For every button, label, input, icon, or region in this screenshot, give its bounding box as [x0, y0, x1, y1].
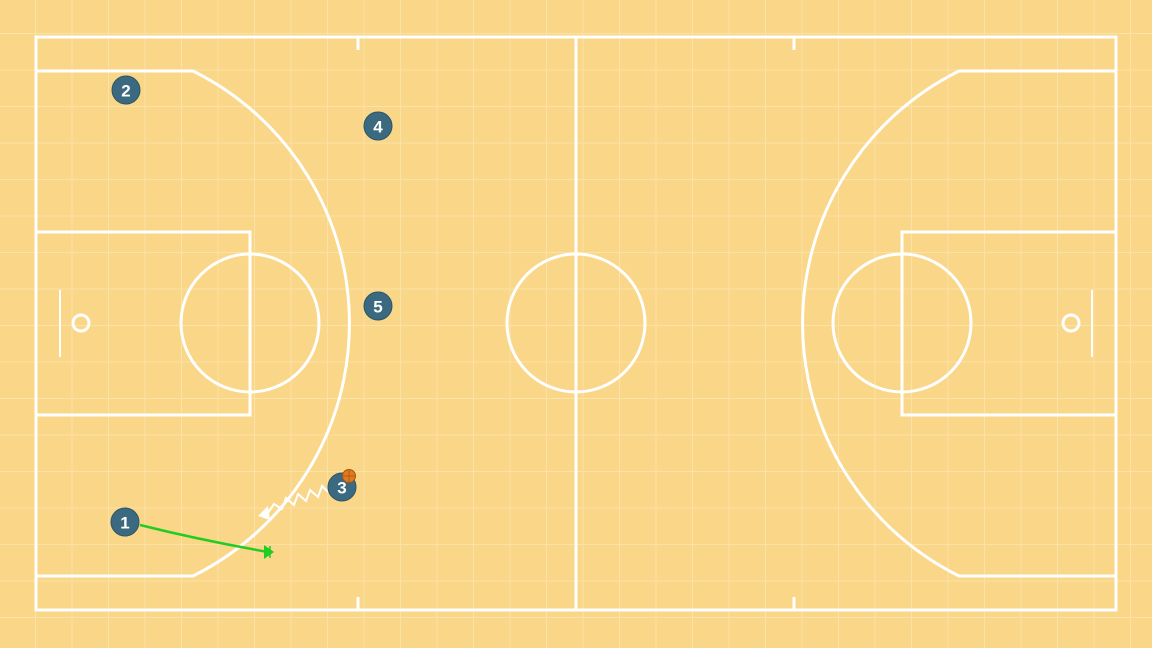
player-label: 5 [373, 298, 382, 317]
player-label: 1 [120, 514, 129, 533]
pass-arrow [139, 523, 274, 559]
dribble-arrow [258, 484, 329, 520]
player-label: 3 [337, 479, 346, 498]
court-lines [34, 35, 1118, 612]
three-point-line-left [36, 69, 351, 578]
player-3[interactable]: 3 [327, 469, 357, 502]
basketball-icon [342, 469, 356, 483]
player-4[interactable]: 4 [363, 111, 393, 141]
player-label: 4 [373, 118, 383, 137]
key-right [900, 230, 1118, 417]
player-2[interactable]: 2 [111, 75, 141, 105]
free-throw-circle-left [179, 252, 321, 394]
player-label: 2 [121, 82, 130, 101]
players: 1 2 3 4 5 [110, 75, 393, 537]
player-1[interactable]: 1 [110, 507, 140, 537]
basket-right [1061, 313, 1081, 333]
player-5[interactable]: 5 [363, 291, 393, 321]
three-point-line-right [801, 69, 1116, 578]
key-left [34, 230, 252, 417]
basket-left [71, 313, 91, 333]
free-throw-circle-right [831, 252, 973, 394]
center-circle [505, 252, 647, 394]
